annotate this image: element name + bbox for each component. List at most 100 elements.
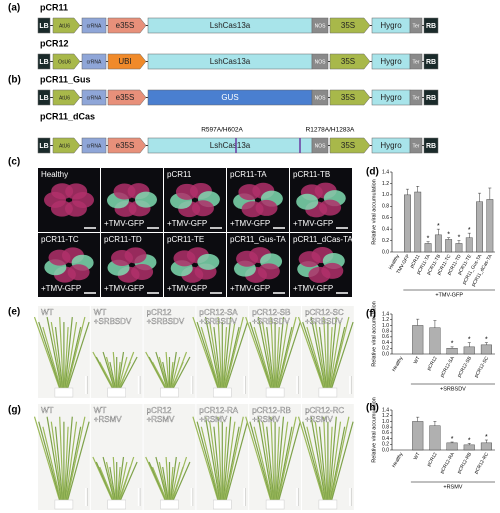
leaf-blade	[116, 361, 121, 389]
element-label: AtU6	[59, 23, 70, 29]
leaf-blade	[155, 456, 168, 501]
leaf-blade	[158, 461, 169, 501]
photo-label: +SRBSDV	[199, 317, 237, 326]
significance: *	[447, 232, 450, 239]
bar	[455, 243, 463, 253]
pot	[265, 387, 285, 398]
y-tick-label: 0.8	[382, 204, 389, 210]
y-tick-label: 1.4	[382, 311, 389, 317]
element-label: LB	[39, 59, 48, 66]
y-tick-label: 1.4	[382, 407, 389, 413]
photo-label: Healthy	[41, 170, 68, 179]
leaf-blade	[222, 426, 228, 501]
photo-label: pCR11-TB	[293, 170, 330, 179]
leaf-blade	[222, 327, 228, 389]
photo-label: +TMV-GFP	[104, 219, 144, 228]
photo-label: pCR12	[147, 308, 172, 317]
x-tick-label: WT	[413, 452, 422, 462]
leaf-blade	[328, 416, 337, 501]
photo-label: pCR12-SB	[252, 308, 290, 317]
leaf-blade	[266, 326, 275, 389]
leaf-blade	[196, 421, 220, 501]
promoter	[329, 137, 371, 154]
photo-label: pCR11_dCas-TA	[293, 235, 353, 244]
leaf-blade	[266, 426, 275, 501]
leaf-blade	[217, 416, 223, 501]
leaf-blade	[112, 456, 117, 501]
panel-label: (b)	[8, 75, 21, 86]
leaf-blade	[119, 456, 135, 501]
leaf	[65, 183, 88, 200]
leaf-blade	[170, 461, 181, 501]
y-tick-label: 1.0	[382, 419, 389, 425]
element-label: Ter	[413, 59, 420, 65]
element	[423, 53, 439, 70]
leaf-blade	[318, 326, 328, 389]
y-tick-label: 0.2	[382, 238, 389, 244]
leaf-blade	[67, 421, 90, 501]
y-tick-label: 1.2	[382, 181, 389, 187]
significance: *	[468, 227, 471, 234]
significance: *	[451, 436, 454, 443]
leaf-blade	[318, 426, 328, 501]
leaf-blade	[120, 356, 138, 389]
leaf-blade	[151, 466, 167, 501]
significance: *	[437, 223, 440, 230]
leaf-blade	[67, 321, 90, 389]
leaf-blade	[145, 456, 166, 501]
element-label: crRNA	[87, 59, 102, 65]
significance: *	[458, 234, 461, 241]
element-label: 35S	[341, 93, 355, 102]
photo-label: pCR11_Gus-TA	[230, 235, 286, 244]
element-label: Hygro	[380, 57, 402, 66]
leaf-blade	[172, 356, 191, 389]
leaf-blade	[329, 421, 342, 501]
bar	[476, 201, 483, 253]
promoter	[52, 137, 81, 154]
significance: *	[485, 434, 488, 441]
element	[81, 17, 107, 34]
element	[409, 17, 423, 34]
leaf-blade	[323, 416, 328, 501]
leaf	[308, 266, 331, 283]
leaf-blade	[204, 416, 221, 501]
element-label: NOS	[315, 95, 327, 101]
leaf-blade	[297, 416, 324, 501]
significance: *	[468, 336, 471, 343]
y-tick-label: 0.0	[382, 447, 389, 453]
leaf-blade	[172, 461, 191, 501]
photo-label: +SRBSDV	[147, 317, 185, 326]
leaf-blade	[327, 327, 333, 389]
leaf-blade	[200, 426, 220, 501]
bar	[414, 191, 422, 253]
leaf-blade	[112, 351, 117, 389]
leaf-blade	[59, 416, 64, 501]
group-label: +RSMV	[443, 484, 462, 490]
element-label: LB	[39, 143, 48, 150]
photo-label: WT	[94, 406, 107, 415]
element	[311, 53, 329, 70]
leaf-blade	[162, 361, 169, 389]
promoter	[329, 17, 371, 34]
element-label: NOS	[315, 23, 327, 29]
leaf-blade	[209, 421, 221, 501]
panel-label: (f)	[366, 309, 376, 320]
leaf-blade	[119, 461, 138, 501]
leaf-blade	[118, 461, 128, 501]
leaf-blade	[245, 316, 272, 389]
group-label: +SRBSDV	[440, 386, 466, 392]
construct-name: pCR11	[40, 2, 68, 12]
leaf-blade	[277, 416, 297, 501]
leaf	[241, 201, 264, 218]
element-label: GUS	[221, 93, 238, 102]
element-label: AtU6	[59, 95, 70, 101]
element-label: LshCas13a	[210, 57, 251, 66]
photo-label: pCR11-TA	[230, 170, 267, 179]
photo-label: +TMV-GFP	[41, 284, 81, 293]
leaf-blade	[63, 327, 69, 389]
leaf-blade	[329, 426, 346, 501]
promoter	[107, 137, 147, 154]
leaf	[191, 200, 214, 217]
leaf-blade	[278, 421, 301, 501]
leaf-blade	[65, 321, 78, 389]
